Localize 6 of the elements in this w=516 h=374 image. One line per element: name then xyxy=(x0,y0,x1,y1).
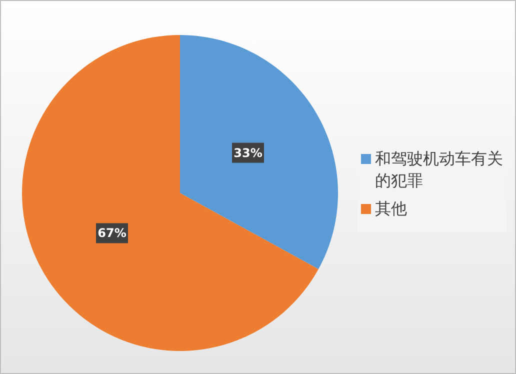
legend-label: 其他 xyxy=(375,198,407,220)
data-label: 33% xyxy=(234,146,262,160)
legend-label: 和驾驶机动车有关的犯罪 xyxy=(375,148,503,192)
pie-slice xyxy=(180,35,338,270)
data-label: 67% xyxy=(98,226,126,240)
pie-slice xyxy=(22,35,318,351)
